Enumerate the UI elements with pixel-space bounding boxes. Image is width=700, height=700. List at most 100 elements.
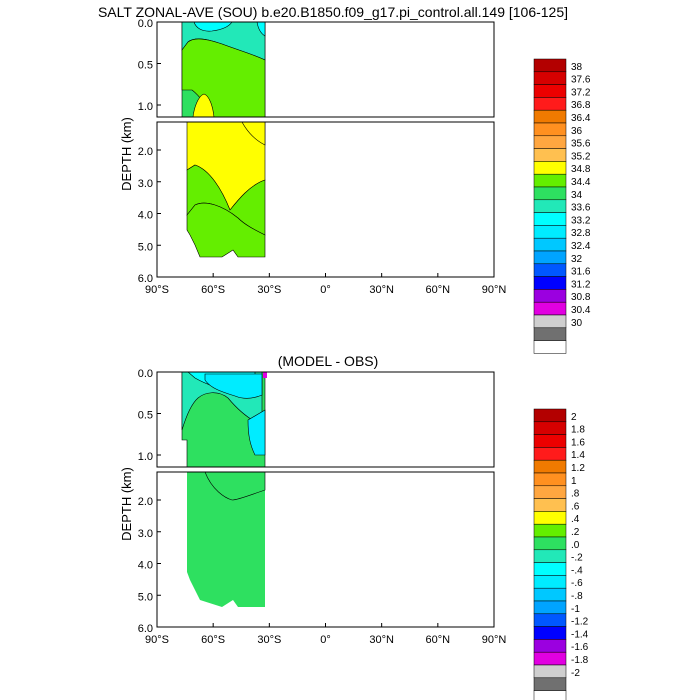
colorbar-swatch: [533, 587, 567, 602]
x-tick-label: 30°S: [257, 634, 281, 646]
x-tick-label: 30°S: [257, 284, 281, 296]
colorbar-label: 1: [571, 476, 577, 487]
colorbar-swatch: [533, 511, 567, 525]
y-axis-label: DEPTH (km): [119, 467, 134, 541]
upper-fills: [181, 372, 266, 467]
colorbar-swatch: [533, 677, 567, 691]
y-tick-label: 5.0: [138, 591, 153, 603]
colorbar-swatch: [533, 421, 567, 435]
colorbar-label: -.8: [571, 591, 583, 602]
x-tick-label: 60°S: [201, 634, 225, 646]
colorbar-label: 34: [571, 190, 583, 201]
colorbar-swatch: [533, 71, 567, 85]
colorbar-label: .2: [571, 527, 580, 538]
x-tick-label: 60°S: [201, 284, 225, 296]
colorbar-swatch: [533, 199, 567, 213]
colorbar-label: 1.2: [571, 463, 585, 474]
colorbar-swatch: [533, 340, 567, 354]
colorbar-swatch: [533, 225, 567, 239]
y-tick-label: 4.0: [138, 560, 153, 572]
magenta-patch: [263, 372, 267, 378]
colorbar-label: 38: [571, 62, 583, 73]
y-tick-label: 5.0: [138, 241, 153, 253]
colorbar-label: 30: [571, 318, 583, 329]
lower-fills: [186, 122, 266, 258]
contour-fill: [188, 22, 233, 32]
y-tick-label: 0.0: [138, 368, 153, 380]
y-tick-label: 0.5: [138, 410, 153, 422]
colorbar-swatch: [533, 434, 567, 448]
colorbar-label: 37.2: [571, 87, 591, 98]
colorbar-swatch: [533, 472, 567, 487]
colorbar-swatch: [533, 562, 567, 576]
lower-fills: [187, 472, 266, 607]
upper-axes-box: [156, 371, 495, 468]
x-tick-label: 0°: [320, 634, 331, 646]
colorbar-swatch: [533, 459, 567, 474]
colorbar-label: 34.8: [571, 164, 591, 175]
colorbar-swatch: [533, 250, 567, 265]
colorbar-swatch: [533, 408, 567, 423]
colorbar-label: -1.2: [571, 617, 589, 628]
contour-fill: [247, 409, 266, 456]
contour-fill: [241, 122, 266, 146]
colorbar-label: 36: [571, 126, 583, 137]
colorbar-label: 32.4: [571, 241, 591, 252]
colorbar-swatch: [533, 84, 567, 98]
colorbar-label: -.6: [571, 578, 583, 589]
colorbar-label: 33.2: [571, 215, 591, 226]
chart-panel-2: (MODEL - OBS)0.00.51.02.03.04.05.06.090°…: [119, 353, 589, 700]
colorbar-swatch: [533, 690, 567, 700]
colorbar-label: .8: [571, 489, 580, 500]
upper-fills: [181, 22, 266, 117]
x-tick-label: 60°N: [426, 634, 451, 646]
colorbar-swatch: [533, 575, 567, 589]
y-tick-label: 3.0: [138, 528, 153, 540]
colorbar-swatch: [533, 276, 567, 290]
colorbar-swatch: [533, 58, 567, 73]
figure-title: SALT ZONAL-AVE (SOU) b.e20.B1850.f09_g17…: [98, 4, 568, 20]
colorbar-label: 35.6: [571, 139, 591, 150]
colorbar-label: 1.8: [571, 425, 585, 436]
colorbar-label: 34.4: [571, 177, 591, 188]
colorbar-swatch: [533, 626, 567, 640]
contour-fill-base: [187, 472, 265, 607]
colorbar-swatch: [533, 122, 567, 137]
colorbar-swatch: [533, 523, 567, 538]
x-tick-label: 90°S: [145, 284, 169, 296]
colorbar-swatch: [533, 327, 567, 341]
y-tick-label: 0.5: [138, 60, 153, 72]
x-tick-label: 30°N: [369, 284, 394, 296]
colorbar-label: .6: [571, 501, 580, 512]
y-tick-label: 2.0: [138, 496, 153, 508]
colorbar-label: 31.2: [571, 279, 591, 290]
contour-fill: [204, 373, 263, 399]
y-tick-label: 1.0: [138, 451, 153, 463]
x-tick-label: 30°N: [369, 634, 394, 646]
colorbar-swatch: [533, 549, 567, 563]
colorbar-label: .0: [571, 540, 580, 551]
chart-panel-1: 0.0 0.5 1.0 2.0 3.0 4.0 5.0 6.090°S 60°S 30°S 0° 30…: [119, 18, 591, 354]
y-tick-label: 2.0: [138, 146, 153, 158]
colorbar-label: 37.6: [571, 75, 591, 86]
y-tick-label: 3.0: [138, 178, 153, 190]
x-tick-label: 90°N: [482, 284, 507, 296]
x-tick-label: 60°N: [426, 284, 451, 296]
colorbar-label: 36.8: [571, 100, 591, 111]
upper-axes-box: [156, 21, 495, 118]
colorbar-label: 1.6: [571, 437, 585, 448]
colorbar-swatch: [533, 613, 567, 627]
y-tick-label: 0.0: [138, 18, 153, 30]
colorbar-swatch: [533, 536, 567, 551]
colorbar-label: 1.4: [571, 450, 585, 461]
colorbar-label: 32: [571, 254, 583, 265]
panel-title: (MODEL - OBS): [278, 353, 379, 369]
colorbar-label: .4: [571, 514, 580, 525]
x-tick-label: 0°: [320, 284, 331, 296]
contour-fill: [192, 93, 215, 117]
colorbar-label: -2: [571, 668, 580, 679]
colorbar-swatch: [533, 289, 567, 303]
colorbar-label: 30.4: [571, 305, 591, 316]
colorbar-swatch: [533, 148, 567, 162]
